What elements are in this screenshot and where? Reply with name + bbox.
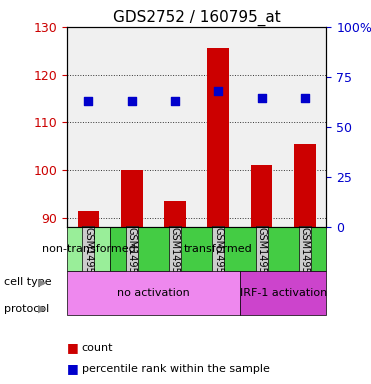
Text: transformed: transformed xyxy=(184,244,253,254)
Text: non-transformed: non-transformed xyxy=(42,244,135,254)
Text: ■: ■ xyxy=(67,341,79,354)
Point xyxy=(129,98,135,104)
FancyBboxPatch shape xyxy=(67,271,240,315)
Text: GSM149572: GSM149572 xyxy=(127,227,137,286)
Text: IRF-1 activation: IRF-1 activation xyxy=(240,288,327,298)
Point xyxy=(259,95,265,101)
Text: GSM149574: GSM149574 xyxy=(300,227,310,286)
Text: GSM149573: GSM149573 xyxy=(213,227,223,286)
Bar xyxy=(207,48,229,227)
Text: percentile rank within the sample: percentile rank within the sample xyxy=(82,364,269,374)
Text: ▶: ▶ xyxy=(39,277,47,287)
FancyBboxPatch shape xyxy=(110,227,326,271)
FancyBboxPatch shape xyxy=(67,227,110,271)
Point xyxy=(215,88,221,94)
Point xyxy=(172,98,178,104)
Text: protocol: protocol xyxy=(4,304,49,314)
Text: no activation: no activation xyxy=(117,288,190,298)
Point xyxy=(302,95,308,101)
Bar xyxy=(121,170,142,227)
Text: GSM149571: GSM149571 xyxy=(257,227,266,286)
Bar xyxy=(78,210,99,227)
Bar xyxy=(164,201,186,227)
Text: ▶: ▶ xyxy=(39,304,47,314)
Text: GSM149570: GSM149570 xyxy=(170,227,180,286)
FancyBboxPatch shape xyxy=(240,271,326,315)
Bar xyxy=(251,165,272,227)
Text: cell type: cell type xyxy=(4,277,51,287)
Point xyxy=(85,98,91,104)
Text: ■: ■ xyxy=(67,362,79,375)
Text: count: count xyxy=(82,343,113,353)
Text: GSM149569: GSM149569 xyxy=(83,227,93,286)
Title: GDS2752 / 160795_at: GDS2752 / 160795_at xyxy=(113,9,280,25)
Bar xyxy=(294,144,316,227)
